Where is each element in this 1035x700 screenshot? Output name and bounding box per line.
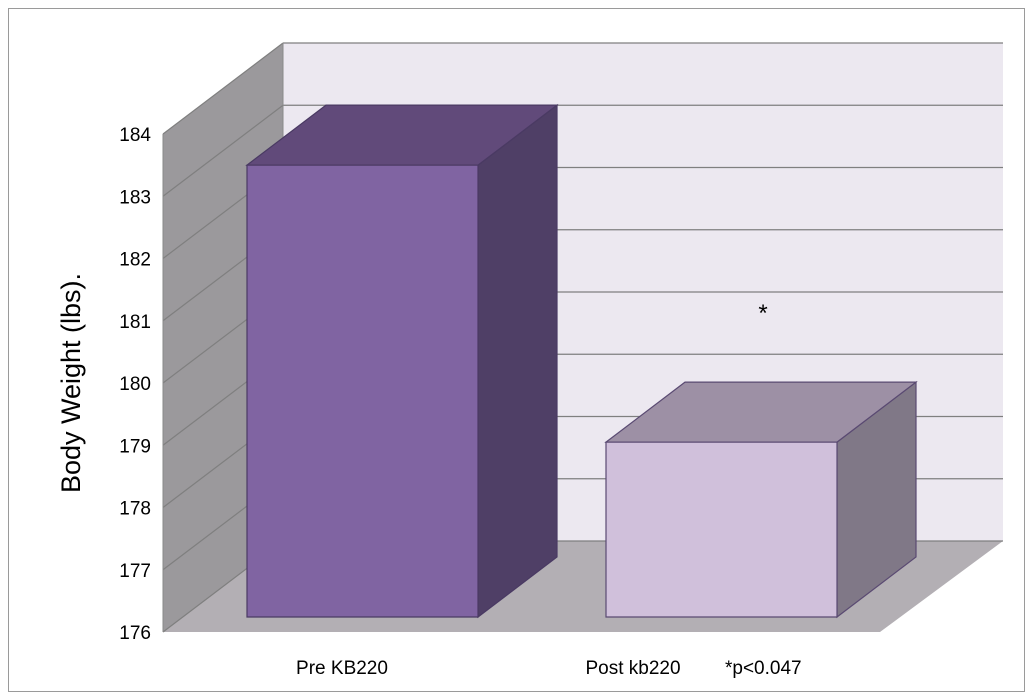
y-tick-label: 181 [119, 312, 151, 333]
significance-asterisk: * [758, 300, 767, 327]
y-tick-label: 180 [119, 374, 151, 395]
y-tick-label: 177 [119, 561, 151, 582]
bar-side-1 [477, 103, 558, 619]
y-tick-label: 179 [119, 436, 151, 457]
y-tick-label: 178 [119, 499, 151, 520]
gridline-side [162, 42, 284, 135]
p-value-footnote: *p<0.047 [725, 658, 802, 679]
x-tick-label: Pre KB220 [296, 658, 388, 679]
y-axis-title: Body Weight (lbs). [56, 273, 86, 493]
bar-2 [605, 441, 838, 618]
y-tick-label: 182 [119, 250, 151, 271]
bar-1 [246, 164, 479, 618]
y-tick-label: 183 [119, 187, 151, 208]
gridline-side [162, 104, 284, 197]
x-tick-label: Post kb220 [585, 658, 680, 679]
y-tick-label: 176 [119, 623, 151, 644]
y-tick-label: 184 [119, 125, 151, 146]
